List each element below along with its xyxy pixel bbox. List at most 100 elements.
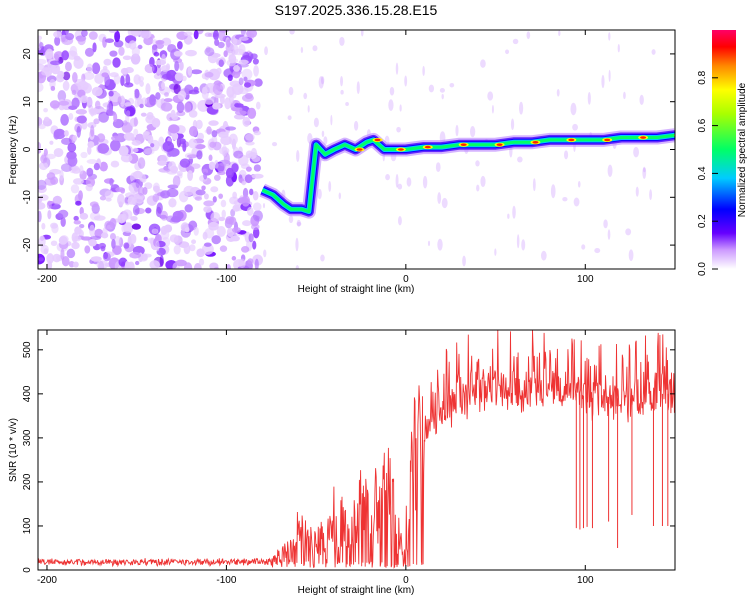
noise-blob <box>208 154 213 162</box>
noise-blob <box>184 227 190 233</box>
noise-blob <box>516 234 520 249</box>
noise-blob <box>512 38 519 45</box>
noise-blob <box>204 193 209 200</box>
noise-blob <box>203 206 212 213</box>
x-tick-label: -100 <box>216 274 236 285</box>
noise-blob <box>226 39 231 48</box>
noise-blob <box>208 68 221 81</box>
noise-blob <box>253 65 259 77</box>
noise-blob <box>573 197 580 207</box>
noise-blob <box>156 202 163 214</box>
noise-blob <box>234 103 244 108</box>
noise-blob <box>89 108 100 114</box>
noise-blob <box>581 244 586 250</box>
noise-blob <box>231 226 241 234</box>
noise-blob <box>288 86 294 96</box>
noise-blob <box>76 125 81 138</box>
noise-blob <box>317 188 322 200</box>
noise-blob <box>109 217 117 229</box>
noise-blob <box>88 239 97 247</box>
noise-blob <box>437 238 443 251</box>
noise-blob <box>60 248 65 261</box>
y-tick-label: 400 <box>22 385 33 402</box>
noise-blob <box>201 185 206 191</box>
noise-blob <box>221 144 228 157</box>
noise-blob <box>312 45 318 52</box>
noise-blob <box>519 101 524 115</box>
noise-blob <box>43 107 48 113</box>
noise-blob <box>131 46 140 57</box>
noise-blob <box>213 266 220 269</box>
noise-blob <box>137 186 145 196</box>
noise-blob <box>264 46 268 56</box>
noise-blob <box>252 240 257 250</box>
noise-blob <box>77 86 88 91</box>
noise-blob <box>163 224 173 233</box>
noise-blob <box>396 126 401 133</box>
y-tick-label: 300 <box>22 429 33 446</box>
noise-blob <box>206 126 212 135</box>
noise-blob <box>246 206 254 216</box>
noise-blob <box>79 224 85 229</box>
noise-blob <box>71 165 80 171</box>
noise-blob <box>151 228 159 235</box>
noise-blob <box>86 63 93 74</box>
noise-blob <box>210 186 219 193</box>
noise-blob <box>142 131 149 140</box>
y-tick-label: 0 <box>22 146 33 152</box>
noise-blob <box>188 138 198 149</box>
noise-blob <box>38 149 42 154</box>
noise-blob <box>242 220 252 227</box>
noise-blob <box>168 124 180 134</box>
noise-blob <box>470 125 476 138</box>
noise-blob <box>339 36 345 46</box>
noise-blob <box>212 30 220 41</box>
noise-blob <box>130 30 141 37</box>
noise-blob <box>52 253 62 263</box>
noise-blob <box>388 99 394 111</box>
noise-blob <box>160 210 168 221</box>
spectrogram-x-label: Height of straight line (km) <box>298 284 415 295</box>
noise-blob <box>133 128 139 136</box>
noise-blob <box>139 173 146 183</box>
noise-blob <box>232 204 241 212</box>
x-tick-label: 0 <box>403 274 409 285</box>
noise-blob <box>58 100 70 106</box>
noise-blob <box>193 226 199 236</box>
snr-y-label: SNR (10 * v/v) <box>8 418 19 482</box>
noise-blob <box>449 82 455 88</box>
noise-blob <box>250 53 258 60</box>
noise-blob <box>49 100 60 109</box>
noise-blob <box>248 233 254 243</box>
noise-blob <box>124 102 132 107</box>
noise-blob <box>208 161 216 170</box>
noise-blob <box>238 77 244 86</box>
noise-blob <box>435 162 441 173</box>
noise-blob <box>204 47 215 57</box>
noise-blob <box>134 88 140 99</box>
noise-blob <box>295 237 299 252</box>
noise-blob <box>397 183 403 190</box>
noise-blob <box>323 136 328 145</box>
noise-blob <box>50 63 61 75</box>
noise-blob <box>162 141 174 152</box>
noise-blob <box>160 65 170 72</box>
noise-blob <box>601 74 605 89</box>
noise-blob <box>201 243 214 255</box>
ridge-hotspot <box>424 145 431 149</box>
noise-blob <box>517 156 523 163</box>
noise-blob <box>249 188 254 196</box>
noise-blob <box>58 236 68 245</box>
noise-blob <box>191 239 197 245</box>
noise-blob <box>422 65 425 76</box>
noise-blob <box>84 245 91 254</box>
noise-blob <box>218 30 226 42</box>
noise-blob <box>96 133 106 143</box>
noise-blob <box>155 92 161 100</box>
colorbar-tick-label: 0.4 <box>697 166 708 180</box>
noise-blob <box>80 95 89 104</box>
noise-blob <box>196 150 203 160</box>
noise-blob <box>480 59 486 68</box>
noise-blob <box>67 142 77 153</box>
noise-blob <box>137 157 146 169</box>
